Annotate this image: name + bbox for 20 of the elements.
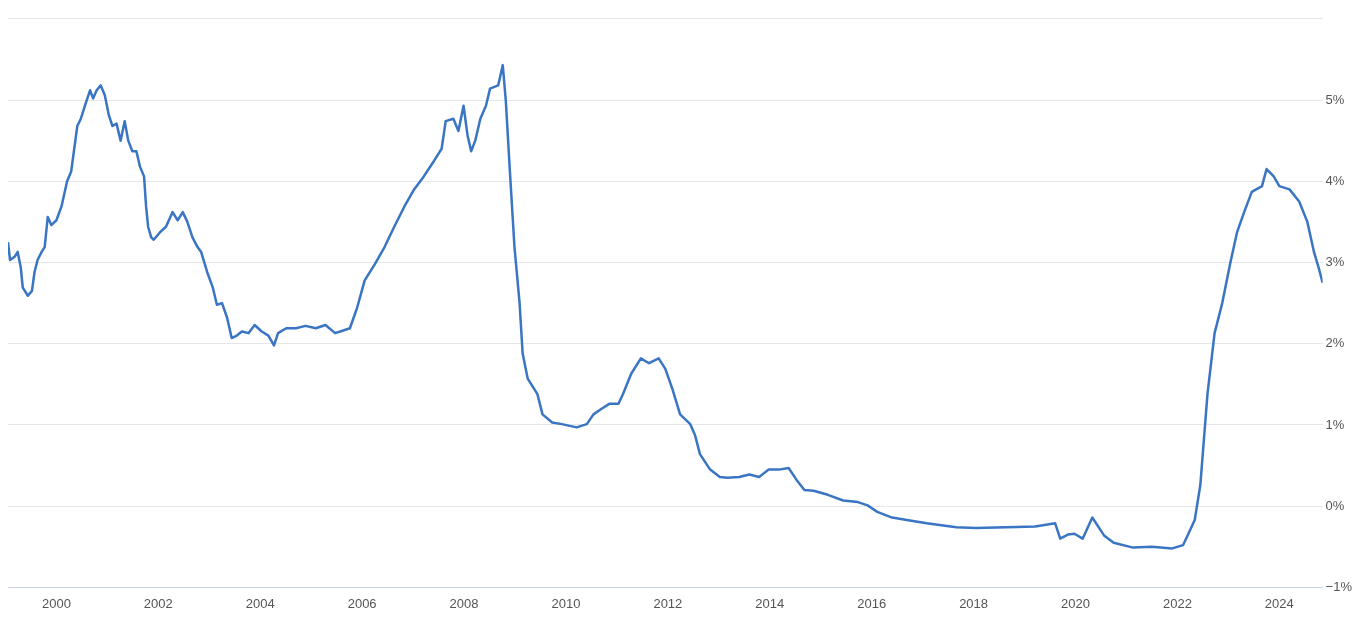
x-tick-label: 2006	[347, 595, 377, 611]
x-tick-label: 2012	[653, 595, 683, 611]
x-tick-label: 2000	[41, 595, 71, 611]
y-tick-label: 5%	[1325, 91, 1345, 107]
x-tick-label: 2004	[245, 595, 275, 611]
y-tick-label: 3%	[1325, 254, 1345, 270]
x-tick-label: 2002	[143, 595, 173, 611]
x-tick-label: 2022	[1162, 595, 1192, 611]
y-tick-label: 0%	[1325, 497, 1345, 513]
y-tick-label: −1%	[1325, 578, 1353, 594]
x-tick-label: 2020	[1061, 595, 1090, 611]
x-tick-label: 2018	[959, 595, 989, 611]
y-tick-label: 1%	[1325, 416, 1345, 432]
y-tick-label: 2%	[1325, 335, 1345, 351]
x-tick-label: 2010	[551, 595, 581, 611]
y-tick-label: 4%	[1325, 172, 1345, 188]
x-tick-label: 2016	[857, 595, 887, 611]
x-tick-label: 2024	[1264, 595, 1294, 611]
x-tick-label: 2014	[755, 595, 785, 611]
x-tick-label: 2008	[449, 595, 479, 611]
